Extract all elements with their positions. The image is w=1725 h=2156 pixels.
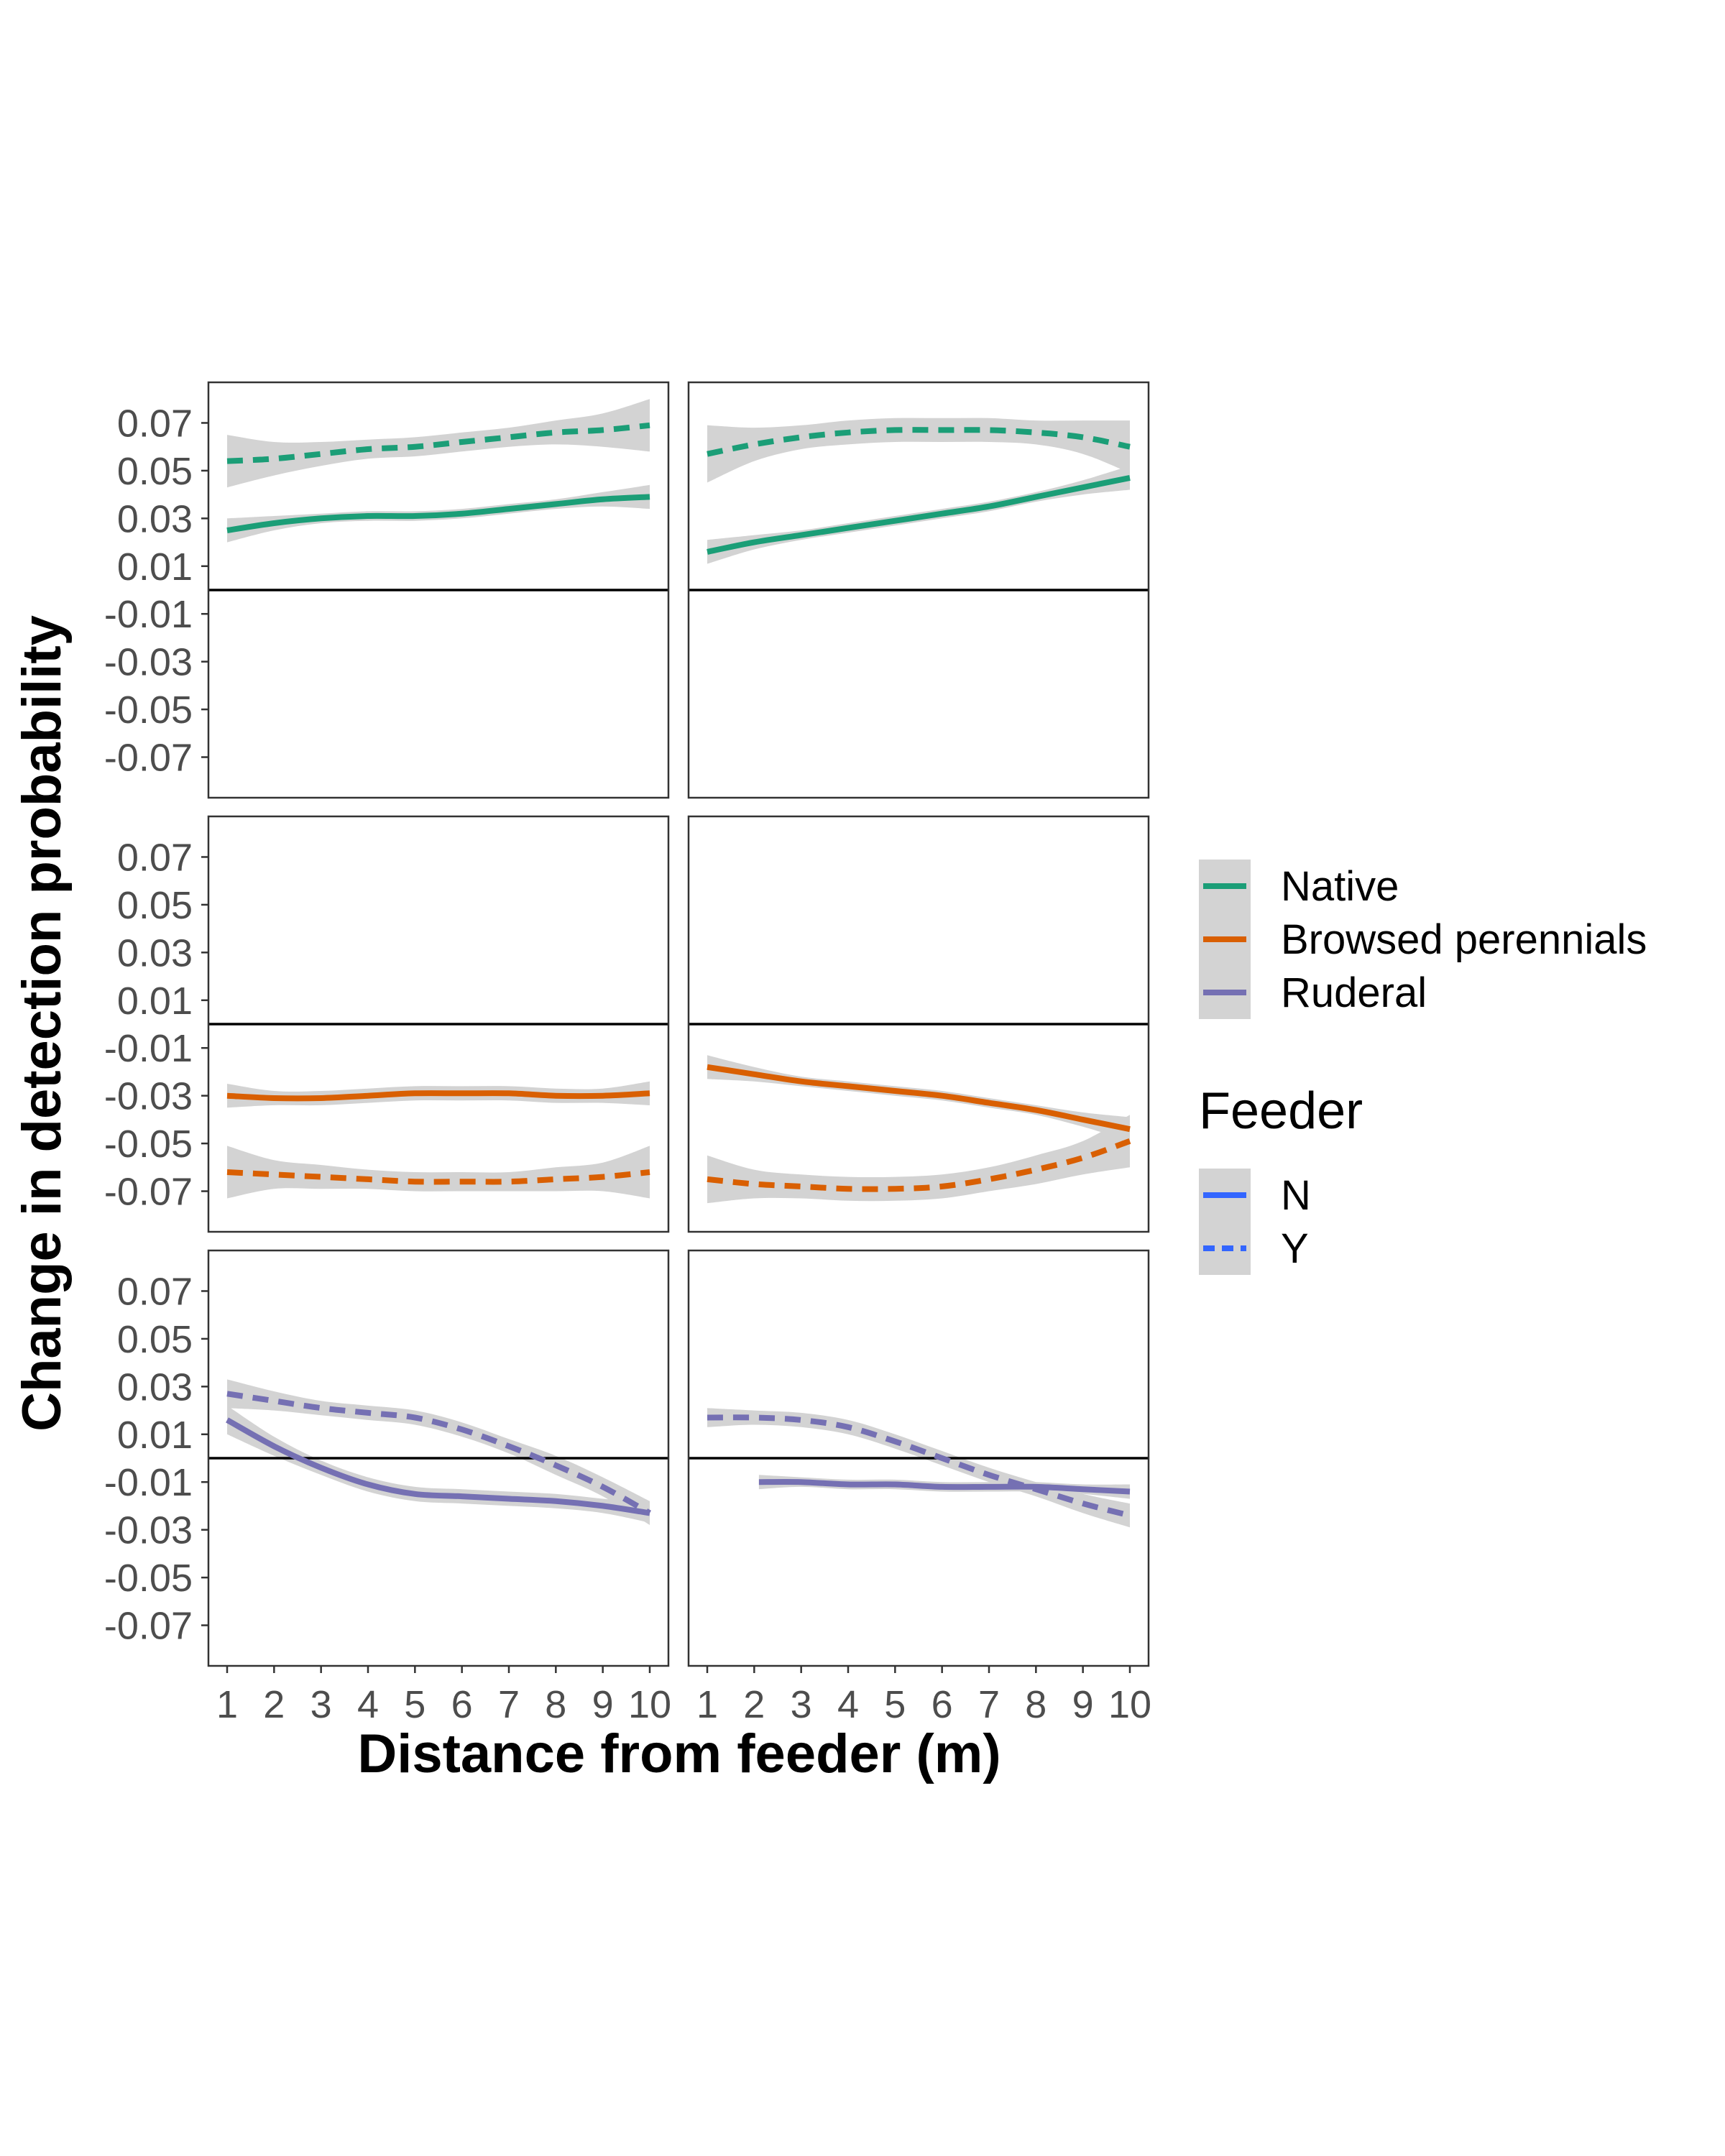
confidence-band-ruderal-n xyxy=(227,1405,650,1523)
x-tick-label: 5 xyxy=(884,1683,906,1726)
panel-border xyxy=(687,381,1150,799)
legend-title-feeder: Feeder xyxy=(1199,1082,1363,1140)
series-line-browsed-perennials-n xyxy=(707,1064,1131,1133)
y-tick-label: 0.05 xyxy=(117,450,193,493)
y-tick-label: 0.03 xyxy=(117,931,193,975)
legend-label-native: Native xyxy=(1281,863,1399,910)
y-axis-title: Change in detection probability xyxy=(12,615,73,1432)
x-tick-label: 2 xyxy=(263,1683,285,1726)
x-tick-label: 9 xyxy=(592,1683,614,1726)
legend-label-browsed-perennials: Browsed perennials xyxy=(1281,916,1647,963)
x-tick-label: 6 xyxy=(451,1683,473,1726)
y-tick-label: -0.07 xyxy=(104,1605,193,1648)
y-tick-label: -0.07 xyxy=(104,1171,193,1214)
legend-label-ruderal: Ruderal xyxy=(1281,969,1427,1016)
facet-panel-r3-c2 xyxy=(687,1249,1150,1667)
x-tick-label: 8 xyxy=(1025,1683,1046,1726)
x-tick-label: 4 xyxy=(837,1683,859,1726)
series-line-native-y xyxy=(707,427,1131,457)
x-tick-label: 4 xyxy=(357,1683,379,1726)
y-tick-label: 0.01 xyxy=(117,1414,193,1457)
confidence-band-ruderal-y xyxy=(227,1379,650,1525)
y-tick-label: 0.07 xyxy=(117,1270,193,1313)
confidence-band-browsed-perennials-y xyxy=(227,1146,650,1199)
series-line-ruderal-n xyxy=(226,1417,650,1516)
y-tick-label: -0.07 xyxy=(104,737,193,780)
y-tick-label: -0.05 xyxy=(104,1557,193,1600)
x-tick-label: 7 xyxy=(498,1683,520,1726)
x-tick-label: 9 xyxy=(1072,1683,1094,1726)
y-tick-label: -0.03 xyxy=(104,1509,193,1552)
y-tick-label: 0.07 xyxy=(117,836,193,879)
y-tick-label: -0.03 xyxy=(104,641,193,684)
legend-label-feeder-n: N xyxy=(1281,1172,1311,1219)
confidence-band-browsed-perennials-y xyxy=(707,1115,1130,1204)
series-line-native-n xyxy=(226,494,650,533)
series-line-browsed-perennials-n xyxy=(226,1090,650,1102)
panel-border xyxy=(207,1249,670,1667)
x-tick-label: 2 xyxy=(743,1683,765,1726)
facet-panel-r2-c2 xyxy=(687,815,1150,1233)
y-tick-label: -0.03 xyxy=(104,1075,193,1118)
x-tick-label: 1 xyxy=(216,1683,238,1726)
x-tick-label: 3 xyxy=(791,1683,812,1726)
x-tick-label: 6 xyxy=(932,1683,953,1726)
x-tick-label: 3 xyxy=(310,1683,332,1726)
facet-panels xyxy=(207,381,1150,1667)
y-tick-label: -0.01 xyxy=(104,593,193,636)
facet-panel-r1-c2 xyxy=(687,381,1150,799)
series-line-browsed-perennials-y xyxy=(226,1169,650,1185)
series-line-native-y xyxy=(226,422,650,464)
panel-border xyxy=(687,815,1150,1233)
y-tick-label: 0.07 xyxy=(117,402,193,445)
axes: 0.070.050.030.01-0.01-0.03-0.05-0.070.07… xyxy=(104,402,1151,1726)
y-tick-label: 0.05 xyxy=(117,884,193,927)
legend-group: Native Browsed perennials Ruderal xyxy=(1199,860,1647,1019)
series-line-ruderal-y xyxy=(707,1414,1131,1519)
x-tick-label: 8 xyxy=(545,1683,566,1726)
y-tick-label: -0.05 xyxy=(104,1123,193,1166)
series-line-browsed-perennials-y xyxy=(707,1138,1131,1192)
y-tick-label: 0.03 xyxy=(117,497,193,540)
facet-panel-r3-c1 xyxy=(207,1249,670,1667)
x-tick-label: 5 xyxy=(404,1683,426,1726)
series-line-ruderal-n xyxy=(758,1478,1131,1495)
series-line-native-n xyxy=(707,474,1131,555)
x-tick-label: 1 xyxy=(696,1683,718,1726)
x-tick-label: 7 xyxy=(978,1683,1000,1726)
panel-border xyxy=(207,381,670,799)
x-axis-title: Distance from feeder (m) xyxy=(357,1723,1000,1784)
y-tick-label: 0.01 xyxy=(117,545,193,589)
confidence-band-ruderal-y xyxy=(707,1408,1130,1528)
legend-key-background xyxy=(1199,1169,1251,1275)
facet-panel-r2-c1 xyxy=(207,815,670,1233)
facet-panel-r1-c1 xyxy=(207,381,670,799)
y-tick-label: 0.05 xyxy=(117,1318,193,1361)
legend-feeder: Feeder NY xyxy=(1199,1082,1363,1275)
y-tick-label: 0.03 xyxy=(117,1365,193,1409)
x-tick-label: 10 xyxy=(628,1683,671,1726)
y-tick-label: -0.01 xyxy=(104,1027,193,1070)
x-tick-label: 10 xyxy=(1108,1683,1151,1726)
y-tick-label: -0.05 xyxy=(104,688,193,732)
y-tick-label: 0.01 xyxy=(117,980,193,1023)
y-tick-label: -0.01 xyxy=(104,1461,193,1504)
series-line-ruderal-y xyxy=(226,1391,651,1516)
panel-border xyxy=(687,1249,1150,1667)
legend-label-feeder-y: Y xyxy=(1281,1225,1309,1272)
panel-border xyxy=(207,815,670,1233)
legend: Native Browsed perennials Ruderal Feeder NY xyxy=(1199,860,1647,1275)
